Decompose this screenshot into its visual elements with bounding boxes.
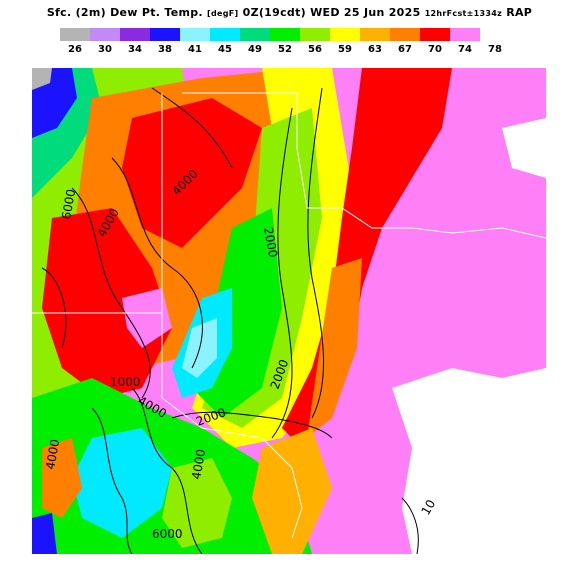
fill-region-red-west <box>42 208 172 398</box>
legend-swatch <box>180 28 210 41</box>
fill-region-gray-nw <box>32 68 52 90</box>
legend-swatch <box>90 28 120 41</box>
title-main: Sfc. (2m) Dew Pt. Temp. <box>46 6 208 19</box>
legend-swatch <box>330 28 360 41</box>
legend-swatch <box>270 28 300 41</box>
title-model: RAP <box>502 6 533 19</box>
dewpoint-map: 6000 4000 4000 2000 2000 2000 1000 4000 … <box>32 68 546 554</box>
contour-line <box>91 407 133 554</box>
fill-region-red-north <box>122 98 262 248</box>
title-valid: 0Z(19cdt) WED 25 Jun 2025 <box>238 6 425 19</box>
legend-tick-label: 30 <box>98 44 112 55</box>
legend-swatch <box>150 28 180 41</box>
contour-label: 4000 <box>189 448 208 481</box>
legend-tick-label: 38 <box>158 44 172 55</box>
legend-tick-label: 63 <box>368 44 382 55</box>
contour-label: 2000 <box>261 226 280 259</box>
contour-line <box>307 87 324 419</box>
legend-swatch <box>360 28 390 41</box>
boundary-line <box>161 313 203 429</box>
title-unit: [degF] <box>207 9 239 18</box>
contour-label: 10 <box>418 497 438 517</box>
contour-label: 1000 <box>110 375 141 389</box>
fill-region-lightgreen-south <box>162 458 232 548</box>
contour-line <box>131 387 203 554</box>
contour-line <box>401 497 419 554</box>
legend-swatch <box>450 28 480 41</box>
contour-line <box>111 157 203 369</box>
legend-tick-label: 59 <box>338 44 352 55</box>
state-boundaries <box>32 92 546 539</box>
fill-region-amber-south <box>252 428 332 554</box>
legend-swatch <box>390 28 420 41</box>
legend-tick-label: 49 <box>248 44 262 55</box>
chart-title: Sfc. (2m) Dew Pt. Temp. [degF] 0Z(19cdt)… <box>0 6 579 19</box>
legend-tick-label: 56 <box>308 44 322 55</box>
fill-region-white-ne <box>502 118 546 178</box>
legend-tick-label: 45 <box>218 44 232 55</box>
contour-line <box>271 107 293 439</box>
contour-line <box>41 267 67 349</box>
boundary-line <box>296 147 546 239</box>
contour-label: 4000 <box>43 438 62 471</box>
fill-region-white-masked <box>392 368 546 554</box>
legend-swatch <box>120 28 150 41</box>
contour-line <box>171 411 333 439</box>
legend-tick-label: 26 <box>68 44 82 55</box>
color-legend: 26 30 34 38 41 45 49 52 56 59 63 67 70 74 78 <box>60 28 540 58</box>
fill-region-pink-patch <box>122 288 172 348</box>
contour-line <box>71 187 151 399</box>
legend-tick-label: 41 <box>188 44 202 55</box>
boundary-line <box>201 427 303 539</box>
legend-tick-label: 52 <box>278 44 292 55</box>
legend-tick-label: 34 <box>128 44 142 55</box>
legend-swatch <box>300 28 330 41</box>
legend-tick-label: 78 <box>488 44 502 55</box>
fill-region-cyan-south <box>72 428 172 538</box>
contour-label: 6000 <box>59 188 78 221</box>
title-forecast: 12hrFcst±1334z <box>424 9 503 18</box>
boundary-line <box>182 92 298 148</box>
legend-tick-label: 74 <box>458 44 472 55</box>
map-canvas: 6000 4000 4000 2000 2000 2000 1000 4000 … <box>32 68 546 554</box>
fill-region-orange-south <box>42 438 82 518</box>
legend-swatch <box>210 28 240 41</box>
legend-tick-label: 70 <box>428 44 442 55</box>
legend-swatch <box>420 28 450 41</box>
legend-swatch <box>240 28 270 41</box>
contour-label: 6000 <box>152 527 183 541</box>
legend-swatch <box>60 28 90 41</box>
fill-region-blue-south <box>32 513 57 554</box>
legend-tick-label: 67 <box>398 44 412 55</box>
